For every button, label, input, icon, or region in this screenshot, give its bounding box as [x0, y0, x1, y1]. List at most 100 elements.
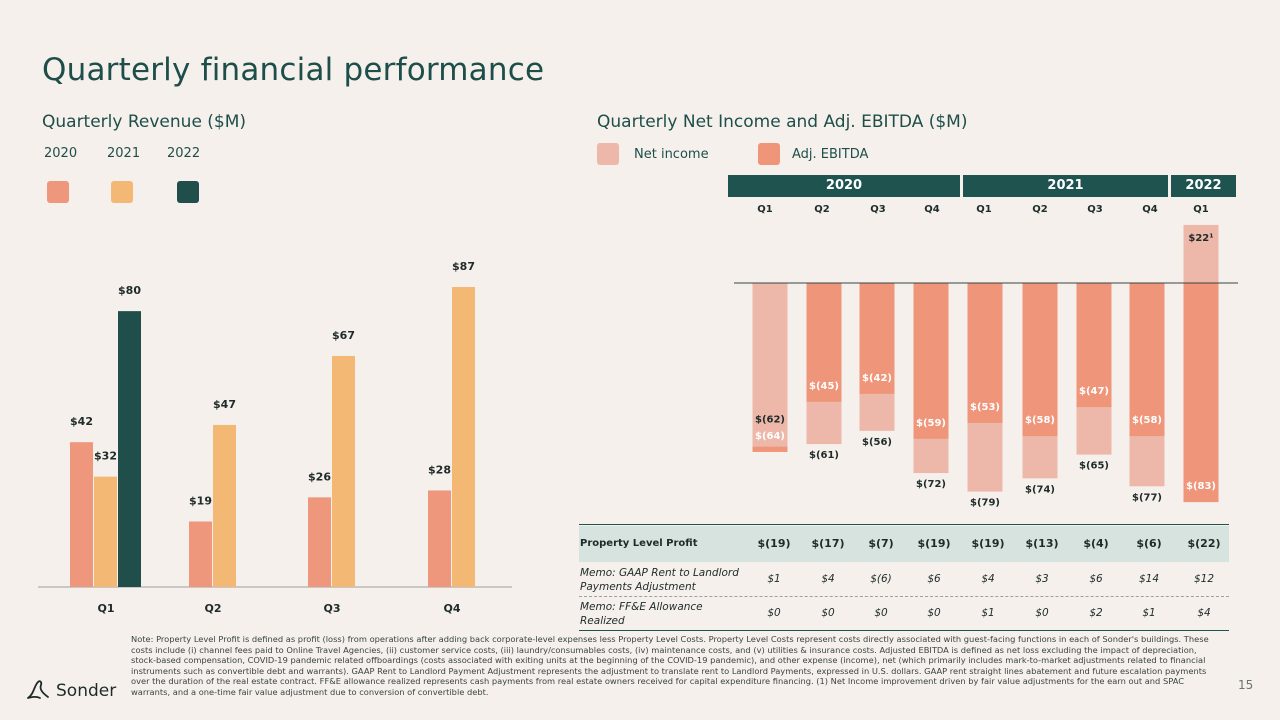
revenue-bar-q1-2020 — [70, 442, 93, 587]
table-row-label-1: Property Level Profit — [580, 538, 698, 549]
page-number: 15 — [1238, 678, 1254, 692]
revenue-bar-q1-2021 — [94, 476, 117, 587]
revenue-label-q1-2022: $80 — [118, 284, 141, 297]
net-income-label-2021-q1: $(79) — [970, 498, 1000, 509]
table-cell-r1-c7: $(4) — [1083, 537, 1109, 550]
quarter-header-4: Q4 — [924, 204, 940, 215]
legend-2022-label: 2022 — [167, 146, 201, 161]
table-cell-r1-c4: $(19) — [917, 537, 951, 550]
table-cell-r1-c3: $(7) — [868, 537, 894, 550]
table-cell-r3-c6: $0 — [1035, 607, 1049, 619]
revenue-bar-q2-2020 — [189, 521, 212, 587]
quarter-header-2: Q2 — [814, 204, 830, 215]
revenue-category-q4: Q4 — [443, 602, 460, 615]
ebitda-label-2020-q2: $(45) — [809, 381, 839, 392]
footnote: Note: Property Level Profit is defined a… — [131, 634, 1209, 697]
table-cell-r2-c9: $12 — [1193, 573, 1215, 585]
year-header-2021: 2021 — [963, 175, 1168, 197]
revenue-category-q3: Q3 — [323, 602, 340, 615]
ebitda-bar-2021-q3 — [1076, 283, 1112, 408]
ebitda-label-2021-q1: $(53) — [970, 402, 1000, 413]
table-cell-r3-c3: $0 — [874, 607, 888, 619]
ebitda-bar-2021-q4 — [1129, 283, 1165, 437]
table-bottom-rule — [579, 630, 1229, 631]
netincome-chart: $(64) $(62) $(45) $(61) $(42) $(56) $(59) $(72)… — [734, 224, 1238, 509]
table-cell-r3-c4: $0 — [927, 607, 941, 619]
table-cell-r3-c8: $1 — [1142, 607, 1156, 619]
table-cell-r1-c6: $(13) — [1025, 537, 1059, 550]
revenue-category-q1: Q1 — [97, 602, 114, 615]
ebitda-bar-2021-q2 — [1022, 283, 1058, 437]
table-cell-r2-c1: $1 — [767, 573, 781, 585]
legend-2022-swatch — [177, 181, 199, 203]
revenue-bar-q2-2021 — [213, 424, 236, 587]
net-income-label-2021-q2: $(74) — [1025, 484, 1055, 495]
legend-net-income-swatch — [597, 143, 619, 165]
table-row-label-3: Memo: FF&E Allowance Realized — [580, 601, 703, 627]
table-cell-r2-c4: $6 — [927, 573, 941, 585]
ebitda-bar-2022-q1 — [1183, 283, 1219, 503]
net-income-label-2022-q1: $22¹ — [1188, 233, 1213, 244]
quarter-header-9: Q1 — [1193, 204, 1209, 215]
legend-2021-label: 2021 — [107, 146, 141, 161]
revenue-label-q3-2020: $26 — [308, 470, 331, 483]
revenue-label-q1-2020: $42 — [70, 415, 93, 428]
table-cell-r2-c6: $3 — [1035, 573, 1049, 585]
ebitda-bar-2020-q2 — [806, 283, 842, 402]
ebitda-label-2021-q4: $(58) — [1132, 415, 1162, 426]
revenue-bar-q3-2021 — [332, 355, 355, 587]
table-cell-r1-c8: $(6) — [1136, 537, 1162, 550]
quarter-header-1: Q1 — [757, 204, 773, 215]
net-income-bar-2022-q1 — [1183, 224, 1219, 283]
sonder-logo-icon — [27, 680, 49, 699]
table-cell-r2-c2: $4 — [821, 573, 835, 585]
revenue-label-q2-2021: $47 — [213, 398, 236, 411]
ebitda-label-2020-q1: $(64) — [755, 431, 785, 442]
revenue-label-q3-2021: $67 — [332, 329, 355, 342]
quarter-header-3: Q3 — [870, 204, 886, 215]
quarter-header-6: Q2 — [1032, 204, 1048, 215]
table-cell-r1-c2: $(17) — [811, 537, 845, 550]
page-title: Quarterly financial performance — [42, 52, 545, 88]
table-cell-r2-c3: $(6) — [870, 573, 892, 585]
ebitda-label-2021-q2: $(58) — [1025, 415, 1055, 426]
legend-adj-ebitda-swatch — [758, 143, 780, 165]
table-highlight-row — [579, 526, 1229, 562]
revenue-bar-q4-2020 — [428, 490, 451, 587]
table-cell-r1-c5: $(19) — [971, 537, 1005, 550]
table-cell-r3-c5: $1 — [981, 607, 995, 619]
ebitda-label-2022-q1: $(83) — [1186, 481, 1216, 492]
table-row-label-2: Memo: GAAP Rent to Landlord Payments Adj… — [580, 567, 739, 593]
ebitda-bar-2021-q1 — [967, 283, 1003, 423]
revenue-bar-q4-2021 — [452, 287, 475, 587]
revenue-bar-q3-2020 — [308, 497, 331, 587]
revenue-label-q4-2021: $87 — [452, 260, 475, 273]
legend-2020-label: 2020 — [44, 146, 78, 161]
table-dashed-rule — [579, 596, 1229, 597]
table-cell-r2-c5: $4 — [981, 573, 995, 585]
table-cell-r3-c7: $2 — [1089, 607, 1103, 619]
quarter-header-5: Q1 — [976, 204, 992, 215]
table-top-rule — [579, 524, 1229, 525]
brand-name: Sonder — [56, 681, 117, 701]
year-header-2022: 2022 — [1171, 175, 1236, 197]
net-income-label-2020-q2: $(61) — [809, 450, 839, 461]
revenue-label-q2-2020: $19 — [189, 494, 212, 507]
ebitda-bar-2020-q4 — [913, 283, 949, 439]
revenue-title: Quarterly Revenue ($M) — [42, 112, 247, 132]
net-income-label-2021-q4: $(77) — [1132, 492, 1162, 503]
ebitda-label-2021-q3: $(47) — [1079, 386, 1109, 397]
ebitda-label-2020-q4: $(59) — [916, 418, 946, 429]
net-income-label-2021-q3: $(65) — [1079, 461, 1109, 472]
table-cell-r3-c1: $0 — [767, 607, 781, 619]
table-cell-r1-c9: $(22) — [1187, 537, 1221, 550]
table-cell-r2-c8: $14 — [1138, 573, 1160, 585]
net-income-bar-2020-q1 — [752, 283, 788, 447]
revenue-label-q4-2020: $28 — [428, 463, 451, 476]
ebitda-bar-2020-q3 — [859, 283, 895, 394]
table-cell-r1-c1: $(19) — [757, 537, 791, 550]
quarter-header-7: Q3 — [1087, 204, 1103, 215]
revenue-category-q2: Q2 — [204, 602, 221, 615]
net-income-label-2020-q1: $(62) — [755, 415, 785, 426]
net-income-label-2020-q3: $(56) — [862, 437, 892, 448]
